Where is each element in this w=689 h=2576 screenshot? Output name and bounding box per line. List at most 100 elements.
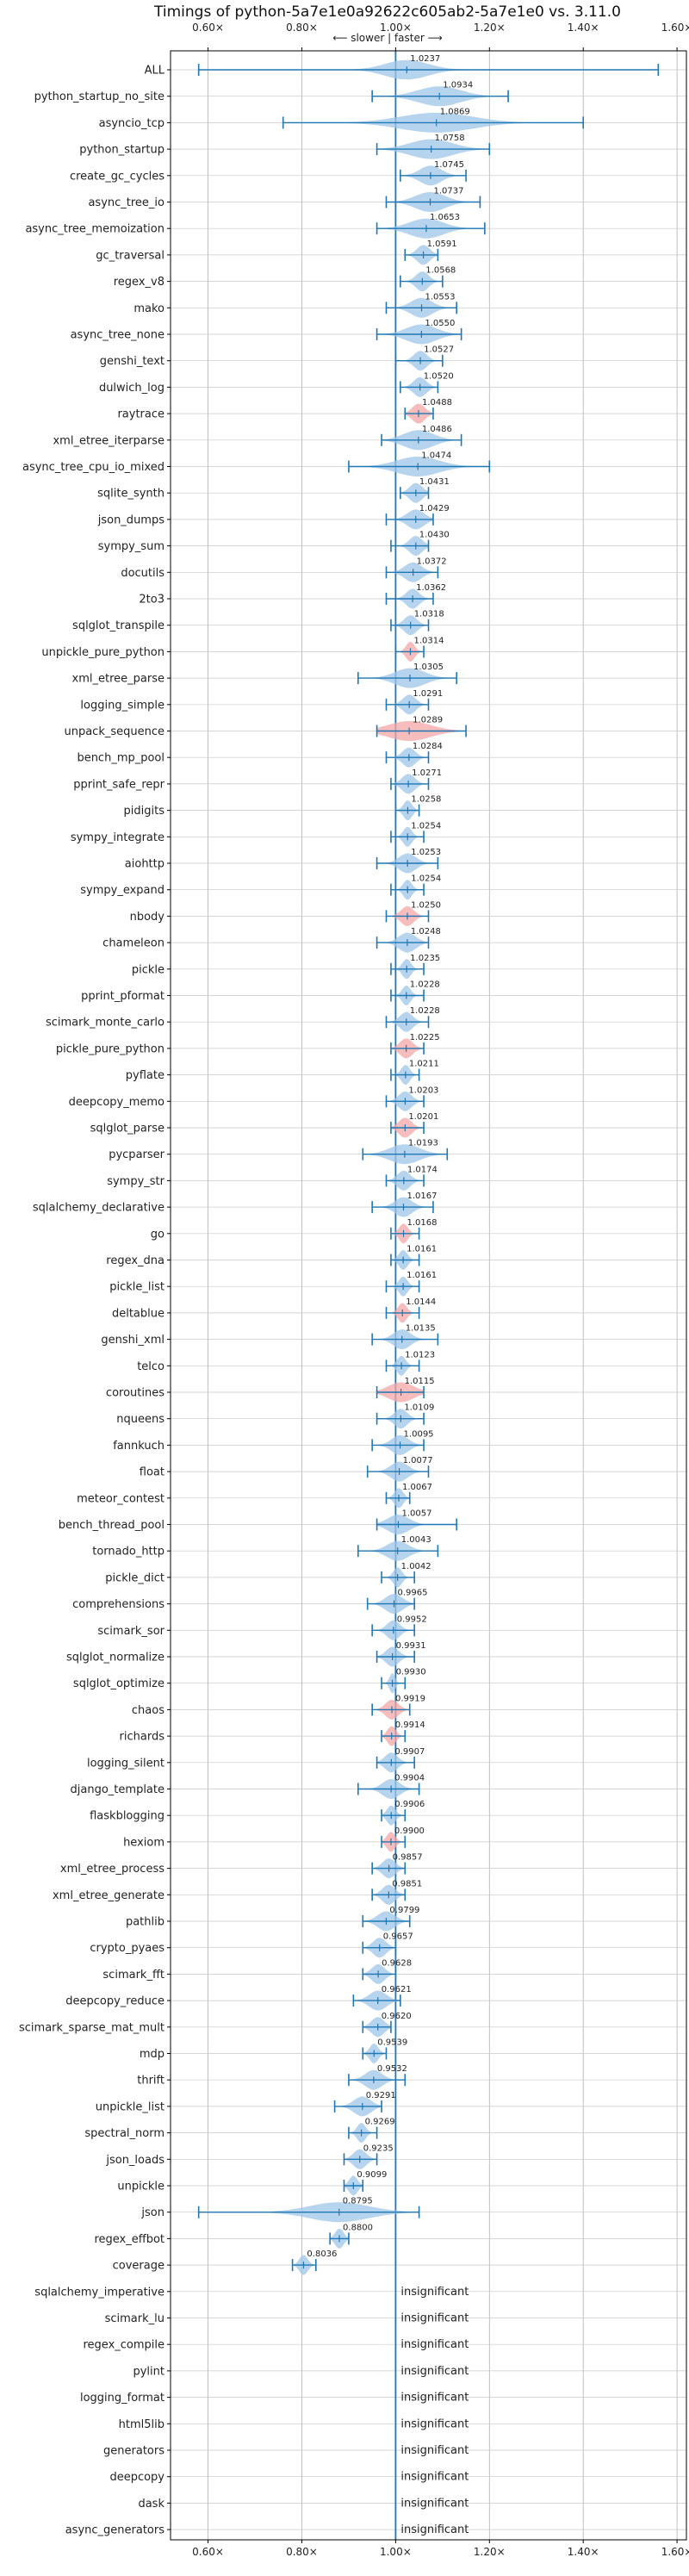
category-label: dulwich_log	[99, 382, 164, 395]
category-label: nbody	[130, 911, 165, 924]
category-label: pickle_dict	[105, 1571, 164, 1584]
x-tick-label-bottom: 1.40×	[568, 2546, 599, 2558]
value-label: 0.9900	[394, 1826, 425, 1836]
value-label: 0.9628	[382, 1958, 412, 1968]
category-label: xml_etree_generate	[53, 1889, 164, 1902]
category-label: async_tree_io	[88, 196, 164, 209]
category-label: pprint_safe_repr	[73, 778, 164, 791]
value-label: 1.0474	[421, 451, 451, 461]
value-label: 1.0758	[435, 134, 465, 143]
category-label: unpickle	[117, 2181, 164, 2193]
x-tick-label-bottom: 1.00×	[380, 2546, 412, 2558]
category-label: gc_traversal	[96, 249, 164, 262]
category-label: deepcopy	[109, 2471, 164, 2484]
value-label: 1.0591	[427, 240, 457, 249]
category-label: unpickle_list	[96, 2100, 164, 2113]
value-label: 0.8036	[307, 2249, 337, 2259]
category-label: raytrace	[117, 408, 164, 421]
insignificant-label: insignificant	[400, 2365, 469, 2378]
value-label: 0.9621	[382, 1985, 412, 1994]
value-label: 1.0305	[413, 663, 444, 672]
category-label: xml_etree_process	[60, 1863, 164, 1876]
category-label: logging_silent	[87, 1757, 164, 1770]
value-label: 0.9965	[397, 1589, 427, 1598]
value-label: 1.0486	[422, 425, 452, 434]
value-label: 1.0235	[410, 954, 440, 963]
value-label: 1.0372	[417, 557, 447, 566]
value-label: 1.0161	[407, 1245, 437, 1254]
category-label: float	[140, 1466, 164, 1479]
value-label: 1.0168	[407, 1218, 438, 1228]
value-label: 1.0869	[440, 107, 470, 116]
category-label: sqlalchemy_declarative	[33, 1202, 164, 1215]
category-label: genshi_text	[100, 355, 164, 368]
value-label: 1.0225	[410, 1033, 440, 1042]
insignificant-label: insignificant	[400, 2392, 469, 2405]
value-label: 1.0527	[424, 345, 454, 355]
category-label: sympy_expand	[80, 884, 164, 897]
category-label: regex_v8	[114, 276, 164, 289]
category-label: comprehensions	[72, 1598, 164, 1611]
category-label: deepcopy_memo	[69, 1096, 164, 1109]
value-label: 0.9904	[394, 1774, 425, 1783]
value-label: 1.0314	[413, 636, 444, 645]
category-label: coverage	[113, 2260, 164, 2273]
insignificant-label: insignificant	[400, 2417, 469, 2430]
value-label: 0.9291	[366, 2091, 396, 2100]
category-label: sympy_sum	[98, 540, 164, 553]
category-label: sqlglot_transpile	[72, 619, 164, 632]
value-label: 1.0161	[407, 1271, 437, 1280]
value-label: 1.0167	[407, 1192, 437, 1201]
category-label: crypto_pyaes	[90, 1942, 164, 1955]
category-label: pickle_list	[109, 1281, 164, 1294]
category-label: fannkuch	[113, 1440, 164, 1453]
value-label: 1.0289	[413, 716, 443, 725]
category-label: coroutines	[106, 1387, 164, 1400]
category-label: meteor_contest	[77, 1492, 164, 1505]
value-label: 0.9099	[357, 2170, 387, 2180]
category-label: pycparser	[109, 1148, 164, 1161]
insignificant-label: insignificant	[400, 2471, 469, 2484]
value-label: 1.0568	[425, 266, 456, 276]
value-label: 0.9914	[395, 1720, 425, 1730]
value-label: 1.0254	[411, 821, 441, 831]
value-label: 0.9235	[363, 2144, 394, 2153]
x-tick-label-top: 1.00×	[380, 22, 412, 34]
value-label: 0.9952	[397, 1615, 427, 1624]
value-label: 0.9620	[382, 2012, 412, 2021]
category-label: logging_simple	[80, 699, 164, 712]
category-label: async_tree_none	[71, 329, 164, 342]
value-label: 0.9931	[396, 1641, 426, 1651]
value-label: 0.9657	[383, 1932, 413, 1942]
x-tick-label-top: 1.60×	[661, 22, 689, 34]
value-label: 1.0248	[411, 927, 441, 936]
value-label: 1.0211	[409, 1060, 439, 1069]
category-label: spectral_norm	[84, 2127, 164, 2140]
direction-label: ⟵ slower | faster ⟶	[332, 32, 443, 44]
value-label: 1.0737	[434, 187, 464, 196]
category-label: json_dumps	[97, 513, 164, 526]
insignificant-label: insignificant	[400, 2523, 469, 2536]
x-tick-label-bottom: 0.60×	[192, 2546, 224, 2558]
category-label: regex_effbot	[94, 2233, 164, 2246]
value-label: 1.0174	[407, 1165, 438, 1174]
category-label: pickle	[132, 963, 164, 976]
plot-frame	[170, 50, 687, 2541]
category-label: python_startup_no_site	[34, 90, 164, 103]
value-label: 0.8800	[343, 2223, 373, 2232]
tick-layer: 0.60× 0.60× 0.80× 0.80× 1.00× 1.00× 1.20× 1.20×…	[19, 22, 689, 2558]
category-label: create_gc_cycles	[70, 170, 164, 183]
x-tick-label-bottom: 1.60×	[661, 2546, 689, 2558]
category-label: flaskblogging	[90, 1810, 164, 1823]
category-label: pickle_pure_python	[56, 1042, 164, 1055]
x-tick-label-bottom: 1.20×	[474, 2546, 506, 2558]
violin-layer	[197, 51, 660, 2540]
x-tick-label-top: 0.60×	[192, 22, 224, 34]
category-label: json	[140, 2206, 164, 2219]
value-label: 1.0254	[411, 874, 441, 884]
value-label: 1.0271	[412, 768, 442, 778]
value-label: 1.0488	[422, 398, 452, 408]
category-label: sqlglot_optimize	[73, 1677, 164, 1690]
value-label: 0.8795	[343, 2197, 373, 2206]
category-label: bench_thread_pool	[59, 1519, 164, 1532]
